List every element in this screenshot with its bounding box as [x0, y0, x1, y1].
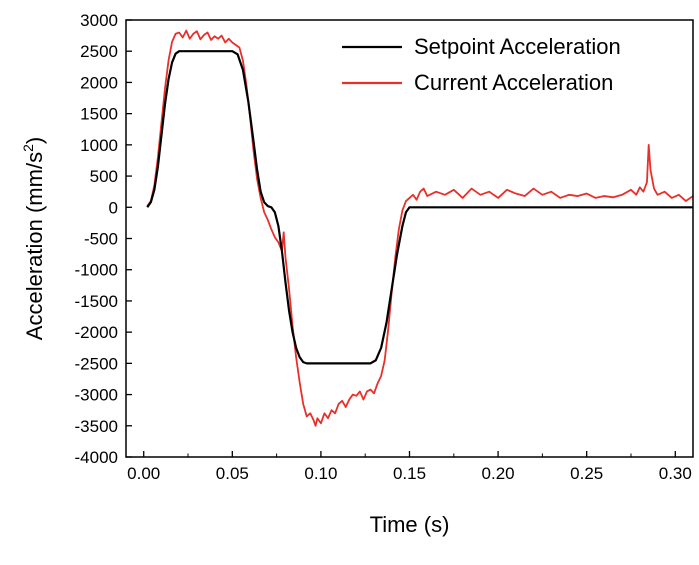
x-tick-label: 0.05 — [216, 464, 249, 483]
y-axis-ticks: 3000 2500 2000 1500 1000 500 0 -500 -1000 -1500 -2… — [75, 11, 132, 467]
legend: Setpoint Acceleration Current Acceleratio… — [342, 34, 621, 95]
x-tick-label: 0.10 — [304, 464, 337, 483]
y-tick-label: 2500 — [80, 42, 118, 61]
x-tick-label: 0.25 — [570, 464, 603, 483]
legend-label-setpoint: Setpoint Acceleration — [414, 34, 621, 59]
y-tick-label: -2000 — [75, 323, 118, 342]
y-axis-title-superscript: 2 — [20, 144, 36, 152]
setpoint-acceleration-line — [146, 50, 693, 365]
y-tick-label: -2500 — [75, 354, 118, 373]
y-tick-label: -1000 — [75, 261, 118, 280]
y-tick-label: -1500 — [75, 292, 118, 311]
x-tick-label: 0.15 — [393, 464, 426, 483]
y-tick-label: 0 — [109, 198, 118, 217]
y-axis-title: Acceleration (mm/s2) — [20, 137, 47, 340]
y-axis-title-main: Acceleration (mm/s — [22, 152, 47, 340]
y-axis-title-tail: ) — [22, 137, 47, 144]
y-tick-label: -3000 — [75, 386, 118, 405]
current-acceleration-line — [146, 29, 693, 427]
x-axis-ticks: 0.00 0.05 0.10 0.15 0.20 0.25 0.30 — [127, 451, 692, 483]
x-axis-title: Time (s) — [370, 512, 450, 537]
x-tick-label: 0.00 — [127, 464, 160, 483]
y-tick-label: 500 — [90, 167, 118, 186]
x-tick-label: 0.20 — [482, 464, 515, 483]
plot-area — [146, 29, 693, 427]
x-tick-label: 0.30 — [659, 464, 692, 483]
y-tick-label: 3000 — [80, 11, 118, 30]
y-tick-label: 1500 — [80, 105, 118, 124]
y-tick-label: -3500 — [75, 417, 118, 436]
legend-label-current: Current Acceleration — [414, 70, 613, 95]
y-tick-label: -500 — [84, 230, 118, 249]
y-tick-label: 2000 — [80, 73, 118, 92]
y-tick-label: -4000 — [75, 448, 118, 467]
y-tick-label: 1000 — [80, 136, 118, 155]
